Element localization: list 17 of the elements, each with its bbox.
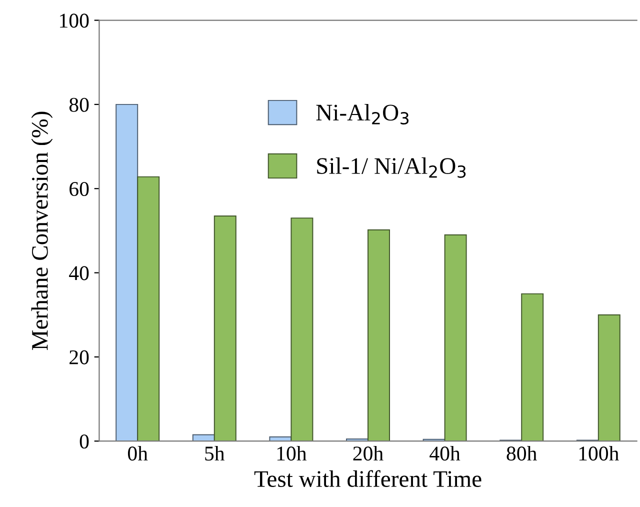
y-axis-title: Merhane Conversion (%) — [31, 112, 53, 350]
x-tick-label: 5h — [205, 446, 225, 461]
y-tick-label: 0 — [80, 434, 89, 449]
x-tick-label: 20h — [353, 446, 384, 461]
x-tick-label: 40h — [430, 446, 460, 461]
legend-label: Ni-Al$_{2}$O$_{3}$ — [316, 104, 409, 124]
y-tick-label: 40 — [69, 266, 89, 280]
x-axis-title: Test with different Time — [254, 470, 482, 488]
x-tick-label: 80h — [506, 446, 537, 461]
y-tick-label: 100 — [60, 14, 89, 28]
y-tick-label: 80 — [69, 98, 89, 112]
x-tick-label: 100h — [579, 446, 619, 461]
legend-label: Sil-1/ Ni/Al$_{2}$O$_{3}$ — [317, 157, 466, 178]
y-tick-label: 60 — [70, 182, 89, 196]
x-tick-label: 10h — [277, 446, 307, 461]
y-tick-label: 20 — [70, 350, 89, 364]
x-tick-label: 0h — [128, 446, 148, 461]
